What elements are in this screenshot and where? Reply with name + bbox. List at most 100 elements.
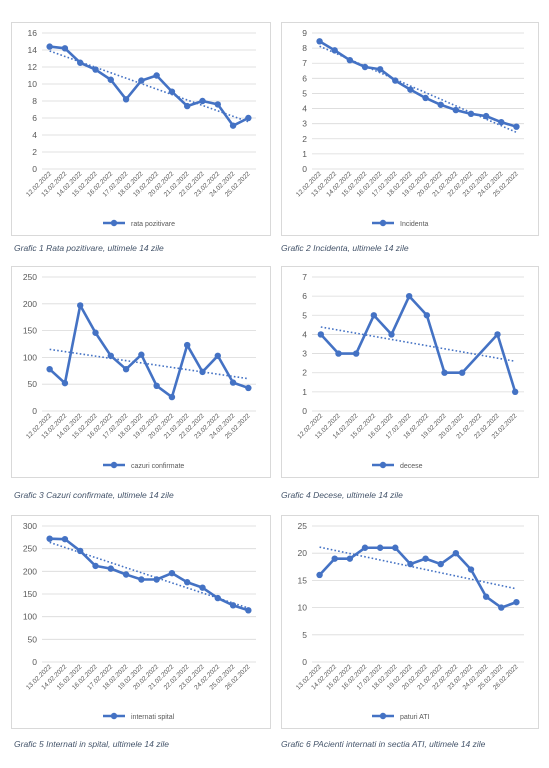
chart-paturi-ati: 0 5 10 15 20 25 13.02.2022 14.02.2022 15.02.2022… [281,515,539,729]
data-point [422,555,429,562]
y-tick-label: 200 [23,566,37,576]
data-point [482,593,490,600]
y-tick-label: 4 [32,130,37,140]
legend-marker [110,461,118,469]
legend-label: paturi ATI [400,714,429,721]
y-tick-label: 250 [23,544,37,554]
legend-marker [110,219,118,227]
data-point [331,555,338,562]
data-point [199,97,206,105]
y-tick-label: 0 [32,657,37,667]
y-tick-label: 3 [302,349,307,359]
legend-marker [379,712,387,720]
data-point [458,369,466,376]
y-tick-label: 0 [302,164,307,174]
data-point [361,63,369,71]
trendline [49,348,249,380]
data-point [513,123,520,130]
data-point [437,560,444,568]
data-point [138,351,145,358]
data-point [199,584,206,591]
data-point [316,38,323,45]
y-tick-label: 10 [298,603,308,613]
data-point [498,604,505,611]
legend-label: decese [400,463,423,470]
y-tick-label: 150 [23,589,37,599]
y-tick-label: 0 [32,164,37,174]
series-line [48,304,249,399]
chart-svg-3: 05010015020025012.02.202213.02.202214.02… [23,272,256,470]
y-tick-label: 3 [302,119,307,129]
y-tick-label: 7 [302,272,307,282]
caption-chart-4: Grafic 4 Decese, ultimele 14 zile [281,490,403,500]
chart-cazuri-confirmate: 0 50 100 150 200 250 12.02.2022 13.02.2022 14.02… [11,266,271,478]
data-point [168,569,176,577]
y-tick-label: 0 [302,657,307,667]
data-point [92,562,99,570]
y-tick-label: 250 [23,272,37,282]
data-point [316,571,323,579]
data-point [346,57,354,64]
y-tick-label: 6 [302,73,307,83]
chart-svg-2: 012345678912.02.202213.02.202214.02.2022… [295,28,524,228]
data-point [437,101,444,108]
legend-label: internati spital [131,714,175,721]
data-point [335,350,342,357]
y-tick-label: 8 [32,96,37,106]
data-point [214,594,221,602]
data-point [184,579,191,586]
data-point [92,329,99,336]
data-point [229,122,237,129]
series-line [319,294,517,393]
data-point [376,544,384,551]
y-tick-label: 0 [302,406,307,416]
y-tick-label: 12 [28,62,38,72]
data-point [153,576,160,583]
chart-svg-4: 0123456712.02.202213.02.202214.02.202215… [296,272,524,470]
y-tick-label: 2 [302,134,307,144]
series-line [49,45,249,127]
data-point [122,96,130,103]
y-tick-label: 200 [23,299,37,309]
chart-rata-pozitivare: 0 2 4 6 8 10 12 14 16 12.02.2022 13.02.2022 14.02.2… [11,22,271,236]
data-point [77,547,84,555]
data-point [392,544,399,551]
y-tick-label: 50 [28,379,38,389]
data-point [361,544,369,551]
legend-label: cazuri confirmate [131,463,184,470]
y-tick-label: 5 [302,630,307,640]
data-point [107,76,114,83]
data-point [61,535,69,543]
data-point [423,312,431,319]
y-tick-label: 50 [28,634,38,644]
data-point [422,94,429,102]
y-tick-label: 150 [23,326,37,336]
data-point [245,384,252,392]
y-tick-label: 0 [32,406,37,416]
data-point [168,393,176,401]
data-point [482,112,490,120]
data-point [331,47,338,54]
chart-svg-1: 024681012141612.02.202213.02.202214.02.2… [25,28,256,228]
legend-marker [110,712,118,720]
data-point [46,43,53,50]
y-tick-label: 5 [302,88,307,98]
data-point [405,292,413,300]
legend-label: rata pozitivare [131,221,175,228]
data-point [352,350,360,357]
data-point [511,388,519,396]
data-point [494,331,501,338]
y-tick-label: 300 [23,521,37,531]
y-tick-label: 14 [28,45,38,55]
y-tick-label: 7 [302,58,307,68]
data-point [376,66,384,73]
data-point [107,352,114,359]
data-point [153,382,160,390]
data-point [498,118,505,126]
y-tick-label: 20 [298,548,308,558]
y-tick-label: 16 [28,28,38,38]
y-tick-label: 6 [302,291,307,301]
y-tick-label: 4 [302,329,307,339]
data-point [467,110,475,118]
y-tick-label: 8 [302,43,307,53]
